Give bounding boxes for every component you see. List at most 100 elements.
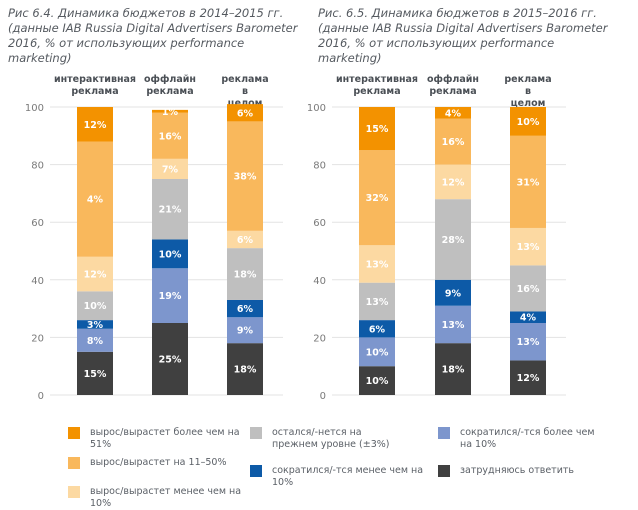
data-label: 10% xyxy=(366,347,389,358)
bar-segment-grew_less_10 xyxy=(152,158,188,179)
bar-segment-same xyxy=(435,199,471,280)
legend-item-cut_less_10: сократился/-тся менее чем на 10% xyxy=(250,465,435,489)
bar-segment-grew_less_10 xyxy=(77,256,113,292)
category-label: оффлайн реклама xyxy=(144,74,196,97)
legend-item-grew_less_10: вырос/вырастет менее чем на 10% xyxy=(68,486,248,510)
bar-segment-cut_less_10 xyxy=(510,311,546,323)
y-tick-label: 20 xyxy=(31,333,44,344)
legend-swatch xyxy=(250,427,262,439)
y-tick-label: 100 xyxy=(307,103,326,114)
data-label: 10% xyxy=(366,376,389,387)
bar-segment-grew_less_10 xyxy=(359,245,395,283)
bar-segment-same xyxy=(152,179,188,240)
bar-segment-cut_more_10 xyxy=(435,305,471,344)
data-label: 6% xyxy=(237,304,254,315)
bar-segment-cut_less_10 xyxy=(77,320,113,329)
category-label: реклама в целом xyxy=(221,74,268,109)
data-label: 25% xyxy=(159,355,182,366)
bar-segment-cut_less_10 xyxy=(435,279,471,306)
legend-swatch xyxy=(68,486,80,498)
bar-segment-same xyxy=(227,248,263,300)
bar-segment-unsure xyxy=(435,343,471,395)
legend-swatch xyxy=(250,465,262,477)
data-label: 32% xyxy=(366,193,389,204)
data-label: 13% xyxy=(442,320,465,331)
bar-segment-cut_more_10 xyxy=(510,323,546,361)
legend-label: остался/-нется на прежнем уровне (±3%) xyxy=(272,427,390,450)
data-label: 38% xyxy=(234,172,257,183)
data-label: 13% xyxy=(517,242,540,253)
data-label: 1% xyxy=(162,107,179,118)
bar-segment-same xyxy=(510,265,546,312)
legend-label: сократился/-тся менее чем на 10% xyxy=(272,465,424,488)
bar-segment-cut_less_10 xyxy=(227,299,263,318)
bar-segment-grew_11_50 xyxy=(77,141,113,257)
data-label: 21% xyxy=(159,205,182,216)
legend-swatch xyxy=(438,427,450,439)
bar-segment-cut_more_10 xyxy=(227,317,263,344)
data-label: 18% xyxy=(234,270,257,281)
bar-segment-grew_less_10 xyxy=(227,230,263,249)
legend-label: вырос/вырастет более чем на 51% xyxy=(90,427,240,450)
data-label: 9% xyxy=(237,326,254,337)
data-label: 16% xyxy=(517,284,540,295)
y-tick-label: 60 xyxy=(31,218,44,229)
bar-segment-same xyxy=(77,291,113,321)
chart-left: 0 20 40 60 80 100 интерактивная реклама оффлайн р… xyxy=(25,74,283,402)
data-label: 13% xyxy=(366,297,389,308)
legend-item-grew_51: вырос/вырастет более чем на 51% xyxy=(68,427,248,451)
data-label: 31% xyxy=(517,177,540,188)
data-label: 8% xyxy=(87,336,104,347)
legend-swatch xyxy=(68,427,80,439)
y-tick-label: 40 xyxy=(31,276,44,287)
data-label: 10% xyxy=(517,117,540,128)
data-label: 13% xyxy=(366,259,389,270)
bar-segment-unsure xyxy=(77,351,113,395)
legend-item-cut_more_10: сократился/-тся более чем на 10% xyxy=(438,427,603,451)
bar-segment-cut_more_10 xyxy=(77,328,113,352)
bar-segment-grew_51 xyxy=(435,107,471,119)
bar-segment-cut_more_10 xyxy=(359,337,395,367)
bar-segment-grew_less_10 xyxy=(510,227,546,266)
bar-segment-grew_51 xyxy=(510,107,546,136)
chart-caption-left: Рис 6.4. Динамика бюджетов в 2014–2015 г… xyxy=(8,6,298,65)
data-label: 10% xyxy=(84,301,107,312)
y-tick-label: 100 xyxy=(25,103,44,114)
data-label: 15% xyxy=(366,124,389,135)
legend-item-unsure: затрудняюсь ответить xyxy=(438,465,603,477)
legend-swatch xyxy=(68,457,80,469)
data-label: 12% xyxy=(84,120,107,131)
y-tick-label: 0 xyxy=(38,391,44,402)
category-label: интерактивная реклама xyxy=(54,74,136,97)
data-label: 13% xyxy=(517,337,540,348)
data-label: 6% xyxy=(237,108,254,119)
data-label: 16% xyxy=(442,137,465,148)
data-label: 19% xyxy=(159,291,182,302)
chart-caption-right: Рис. 6.5. Динамика бюджетов в 2015–2016 … xyxy=(318,6,608,65)
category-label: интерактивная реклама xyxy=(336,74,418,97)
y-tick-label: 20 xyxy=(313,333,326,344)
bar-segment-cut_less_10 xyxy=(152,239,188,269)
bar-segment-grew_11_50 xyxy=(227,121,263,231)
category-label: реклама в целом xyxy=(504,74,551,109)
data-label: 4% xyxy=(445,108,462,119)
data-label: 16% xyxy=(159,131,182,142)
data-label: 4% xyxy=(87,195,104,206)
data-label: 18% xyxy=(442,365,465,376)
data-label: 12% xyxy=(442,177,465,188)
bar-segment-grew_11_50 xyxy=(359,150,395,246)
legend-label: затрудняюсь ответить xyxy=(460,465,575,476)
data-label: 4% xyxy=(520,313,537,324)
data-label: 6% xyxy=(369,324,386,335)
category-label: оффлайн реклама xyxy=(427,74,479,97)
bar-segment-cut_less_10 xyxy=(359,320,395,338)
bar-segment-grew_51 xyxy=(227,104,263,122)
bar-segment-grew_11_50 xyxy=(510,135,546,228)
legend-item-grew_11_50: вырос/вырастет на 11–50% xyxy=(68,457,248,469)
bar-segment-unsure xyxy=(227,343,263,395)
data-label: 18% xyxy=(234,365,257,376)
bar-segment-unsure xyxy=(359,366,395,395)
legend-label: вырос/вырастет менее чем на 10% xyxy=(90,486,242,509)
y-tick-label: 0 xyxy=(320,391,326,402)
chart-right: 0 20 40 60 80 100 интерактивная реклама оффлайн р… xyxy=(307,74,566,402)
